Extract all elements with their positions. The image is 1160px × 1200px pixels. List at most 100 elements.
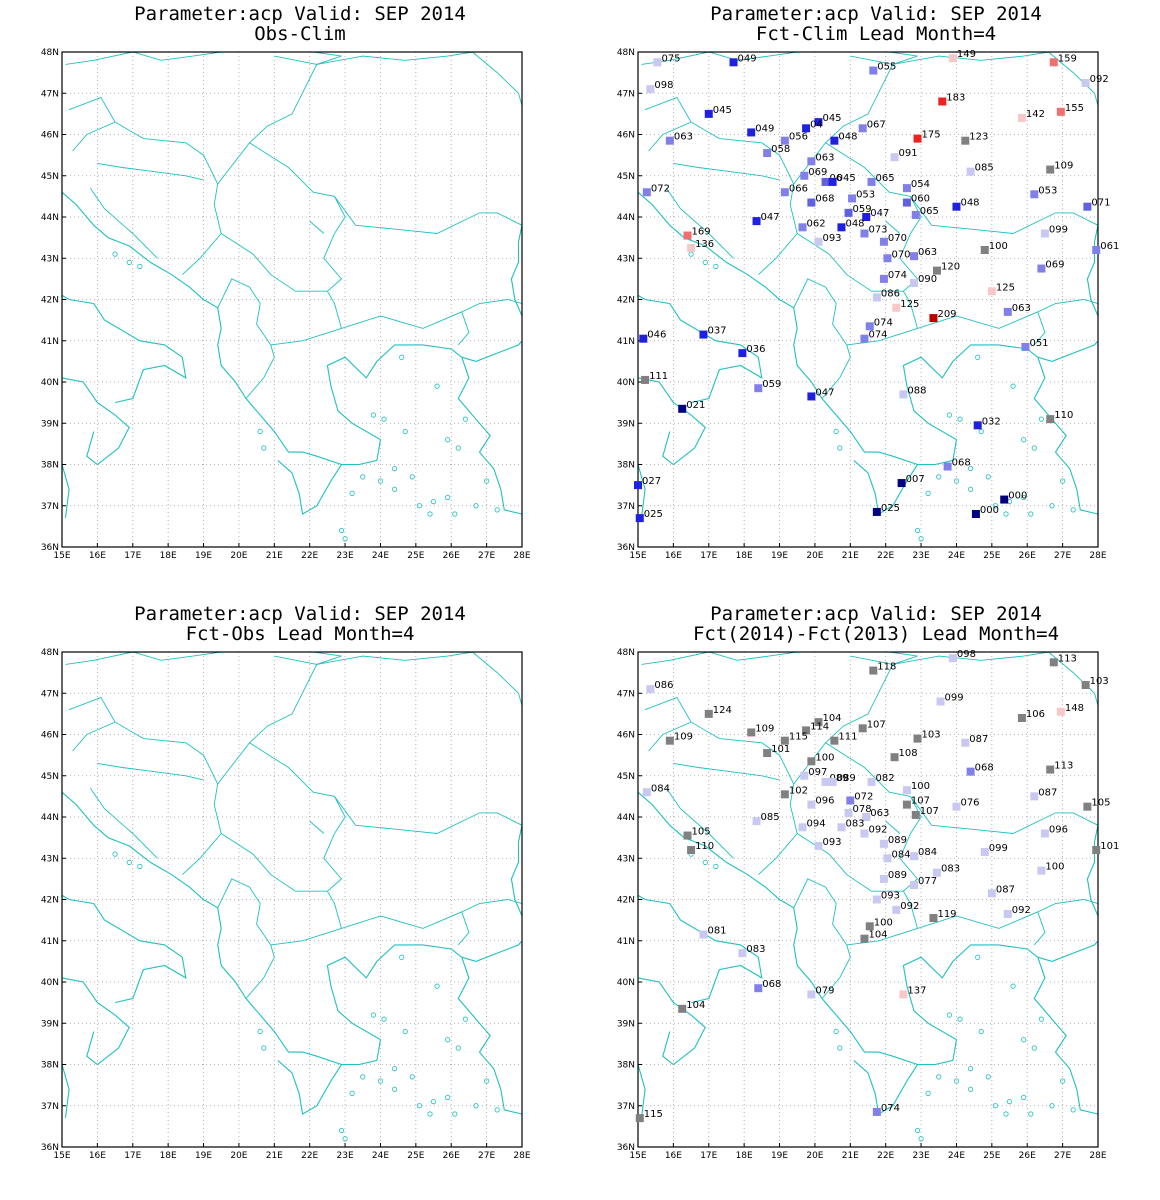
station-value-label: 063 xyxy=(674,132,693,143)
station-value-label: 075 xyxy=(661,53,680,64)
island xyxy=(455,445,461,451)
station-marker: 109 xyxy=(1046,161,1073,174)
station-square xyxy=(699,930,708,939)
station-marker: 084 xyxy=(883,849,911,863)
station-marker: 111 xyxy=(830,732,857,745)
station-marker: 108 xyxy=(890,748,918,762)
station-value-label: 099 xyxy=(1049,225,1068,236)
station-marker: 123 xyxy=(961,132,988,145)
station-value-label: 115 xyxy=(789,732,808,743)
x-tick-label: 15E xyxy=(629,1151,646,1161)
station-square xyxy=(879,274,888,283)
coastline xyxy=(902,944,1099,1115)
country-border xyxy=(97,762,204,781)
station-square xyxy=(802,124,811,133)
station-square xyxy=(837,223,846,232)
station-value-label: 072 xyxy=(651,183,670,194)
country-border xyxy=(641,51,798,65)
x-tick-label: 15E xyxy=(629,551,646,561)
y-tick-label: 36N xyxy=(617,543,635,553)
station-square xyxy=(943,462,952,471)
station-marker: 169 xyxy=(683,227,711,240)
station-value-label: 053 xyxy=(1038,185,1057,196)
station-square xyxy=(897,479,906,488)
station-marker: 025 xyxy=(872,503,900,516)
country-border xyxy=(309,220,325,234)
station-square xyxy=(865,922,874,931)
map-canvas: 15E 16E 17E 18E 19E 20E 21E 22E 23E 24E 25E 26E 27E 2… xyxy=(41,648,531,1161)
country-border xyxy=(65,651,222,665)
country-border xyxy=(270,311,470,346)
station-marker: 068 xyxy=(754,979,781,993)
station-value-label: 074 xyxy=(881,1103,900,1114)
panel-title: Parameter:acp Valid: SEP 2014 xyxy=(134,3,466,25)
station-marker: 098 xyxy=(646,80,673,94)
station-value-label: 066 xyxy=(789,183,808,194)
station-value-label: 149 xyxy=(957,49,976,60)
station-value-label: 007 xyxy=(906,474,925,485)
x-tick-label: 20E xyxy=(230,551,247,561)
station-marker: 063 xyxy=(665,132,693,145)
station-square xyxy=(858,724,867,733)
station-value-label: 021 xyxy=(686,400,705,411)
station-marker: 099 xyxy=(1040,225,1068,238)
island xyxy=(1031,1045,1037,1051)
station-marker: 098 xyxy=(948,649,976,663)
station-value-label: 107 xyxy=(920,806,939,817)
station-value-label: 087 xyxy=(996,884,1015,895)
station-value-label: 065 xyxy=(920,206,939,217)
station-marker: 107 xyxy=(911,806,939,819)
x-tick-label: 17E xyxy=(124,551,141,561)
station-marker: 107 xyxy=(902,796,930,809)
station-square xyxy=(807,757,816,766)
station-value-label: 069 xyxy=(808,167,827,178)
station-value-label: 046 xyxy=(647,330,666,341)
station-square xyxy=(1049,58,1058,67)
station-square xyxy=(646,85,655,94)
station-value-label: 073 xyxy=(868,225,887,236)
station-square xyxy=(780,790,789,799)
station-square xyxy=(821,177,830,186)
island xyxy=(370,1012,376,1018)
station-square xyxy=(814,237,823,246)
station-marker: 183 xyxy=(938,93,965,106)
x-tick-label: 22E xyxy=(301,551,318,561)
station-marker: 092 xyxy=(1081,74,1109,87)
station-marker: 049 xyxy=(729,53,757,67)
station-marker: 105 xyxy=(1083,798,1110,811)
island xyxy=(968,1086,974,1092)
country-border xyxy=(72,721,116,752)
coastline xyxy=(637,294,763,404)
station-marker: 036 xyxy=(738,344,765,358)
island xyxy=(392,486,398,492)
station-marker: 115 xyxy=(780,732,808,745)
station-square xyxy=(899,390,908,399)
y-tick-label: 44N xyxy=(617,813,635,823)
country-border xyxy=(665,787,734,859)
island xyxy=(112,251,118,257)
station-value-label: 107 xyxy=(911,796,930,807)
station-value-label: 077 xyxy=(918,876,937,887)
station-marker: 103 xyxy=(913,730,941,743)
station-value-label: 155 xyxy=(1065,103,1084,114)
station-square xyxy=(966,767,975,776)
country-border xyxy=(910,796,1099,834)
x-tick-label: 20E xyxy=(806,551,823,561)
station-square xyxy=(910,881,918,890)
country-border xyxy=(796,233,904,292)
station-marker: 088 xyxy=(899,385,926,399)
station-square xyxy=(883,254,892,263)
station-value-label: 115 xyxy=(644,1109,663,1120)
island xyxy=(946,1012,952,1018)
x-tick-label: 26E xyxy=(1019,1151,1036,1161)
x-tick-label: 19E xyxy=(771,551,788,561)
x-tick-label: 18E xyxy=(160,551,177,561)
station-value-label: 059 xyxy=(762,379,781,390)
station-value-label: 100 xyxy=(815,752,834,763)
station-square xyxy=(814,118,823,127)
station-value-label: 099 xyxy=(945,693,964,704)
station-value-label: 119 xyxy=(937,909,956,920)
station-value-label: 091 xyxy=(899,148,918,159)
station-square xyxy=(683,231,692,240)
island xyxy=(1038,1016,1044,1022)
